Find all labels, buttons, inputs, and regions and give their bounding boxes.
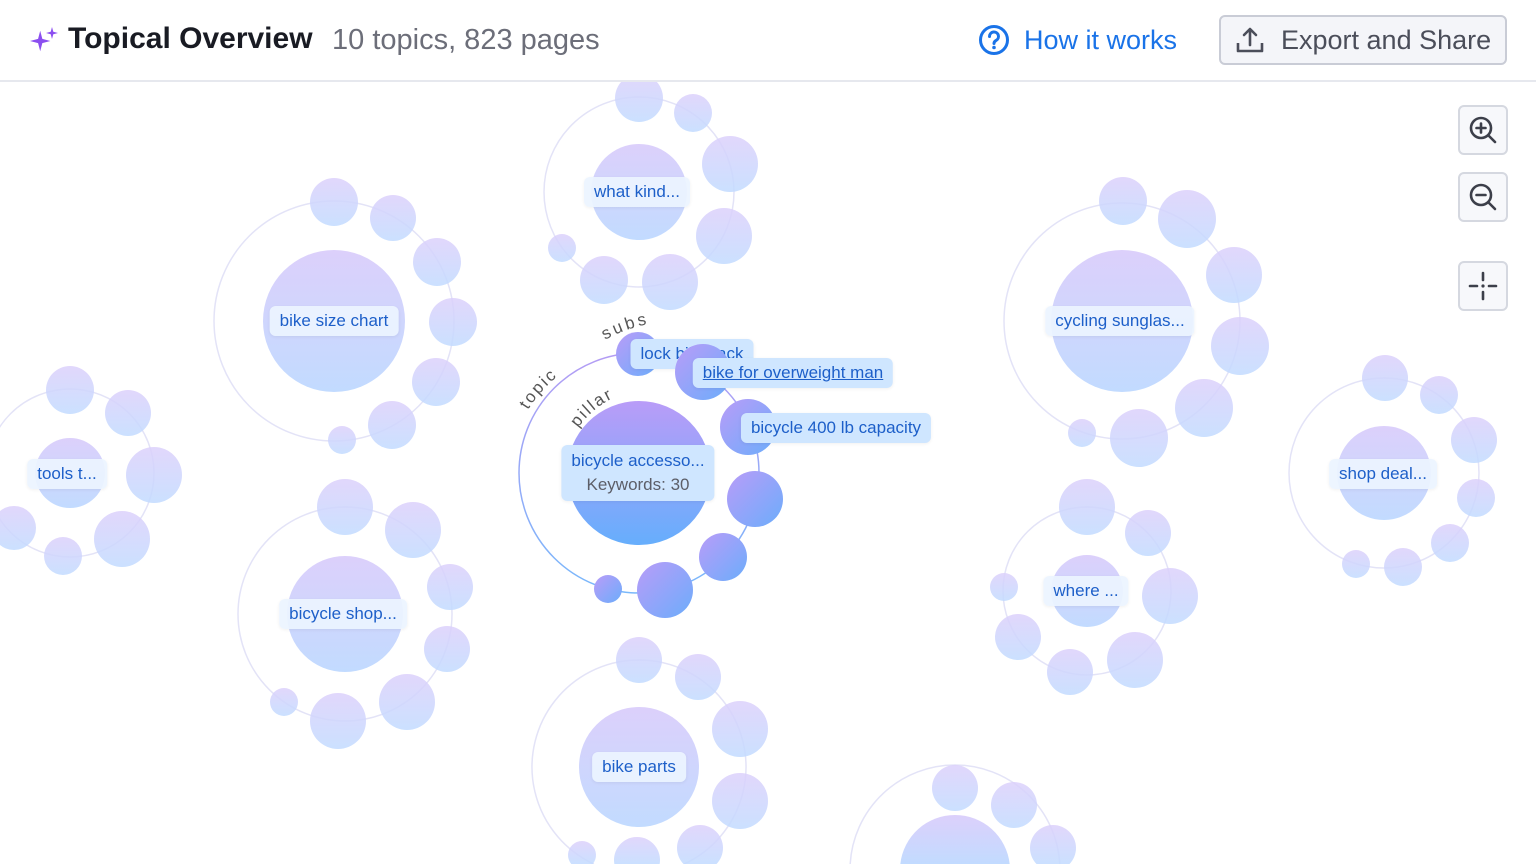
page-bubble[interactable]: [385, 502, 441, 558]
page-bubble[interactable]: [932, 765, 978, 811]
subtopic-label-hovered[interactable]: bike for overweight man: [692, 358, 894, 388]
page-bubble[interactable]: [1099, 177, 1147, 225]
page-bubble[interactable]: [1158, 190, 1216, 248]
page-bubble[interactable]: [1107, 632, 1163, 688]
page-bubble[interactable]: [702, 136, 758, 192]
page-bubble[interactable]: [427, 564, 473, 610]
page-bubble[interactable]: [1431, 524, 1469, 562]
page-bubble[interactable]: [46, 366, 94, 414]
page-title: Topical Overview: [68, 22, 313, 55]
subtopic-link[interactable]: bike for overweight man: [702, 363, 884, 382]
recenter-button[interactable]: [1458, 261, 1508, 311]
topic-label[interactable]: tools t...: [27, 459, 107, 489]
subtopic-bubble[interactable]: [699, 533, 747, 581]
page-bubble[interactable]: [1068, 419, 1096, 447]
page-bubble[interactable]: [0, 506, 36, 550]
page-bubble[interactable]: [1420, 376, 1458, 414]
page-bubble[interactable]: [615, 74, 663, 122]
topic-label[interactable]: bike parts: [592, 752, 686, 782]
how-it-works-link[interactable]: How it works: [978, 24, 1177, 56]
upload-icon: [1236, 27, 1264, 53]
page-bubble[interactable]: [429, 298, 477, 346]
page-bubble[interactable]: [712, 773, 768, 829]
page-bubble[interactable]: [1047, 649, 1093, 695]
page-bubble[interactable]: [548, 234, 576, 262]
page-bubble[interactable]: [328, 426, 356, 454]
keyword-count: Keywords: 30: [586, 475, 690, 494]
page-bubble[interactable]: [105, 390, 151, 436]
subtopic-bubble[interactable]: [727, 471, 783, 527]
page-bubble[interactable]: [995, 614, 1041, 660]
help-circle-icon: [979, 25, 1009, 55]
page-bubble[interactable]: [126, 447, 182, 503]
page-bubble[interactable]: [368, 401, 416, 449]
subtopic-label[interactable]: bicycle 400 lb capacity: [740, 413, 932, 443]
page-bubble[interactable]: [1451, 417, 1497, 463]
page-bubble[interactable]: [568, 841, 596, 864]
topic-label[interactable]: where ...: [1043, 576, 1129, 606]
page-bubble[interactable]: [675, 654, 721, 700]
page-bubble[interactable]: [696, 208, 752, 264]
page-bubble[interactable]: [712, 701, 768, 757]
page-bubble[interactable]: [1342, 550, 1370, 578]
page-bubble[interactable]: [1384, 548, 1422, 586]
topic-bubble[interactable]: [900, 814, 1010, 864]
subtopic-bubble[interactable]: [637, 562, 693, 618]
page-bubble[interactable]: [370, 195, 416, 241]
topic-ring: [849, 764, 1061, 864]
page-bubble[interactable]: [677, 825, 724, 864]
export-share-button[interactable]: Export and Share: [1219, 15, 1507, 65]
page-bubble[interactable]: [1175, 379, 1233, 437]
page-bubble[interactable]: [1110, 409, 1168, 467]
topic-label[interactable]: cycling sunglas...: [1045, 306, 1195, 336]
page-bubble[interactable]: [1457, 479, 1495, 517]
page-bubble[interactable]: [991, 782, 1037, 828]
page-bubble[interactable]: [270, 688, 298, 716]
page-bubble[interactable]: [1059, 479, 1115, 535]
page-bubble[interactable]: [1362, 355, 1408, 401]
page-bubble[interactable]: [1142, 568, 1198, 624]
export-share-label: Export and Share: [1281, 24, 1492, 55]
page-bubble[interactable]: [1211, 317, 1269, 375]
topic-label[interactable]: bicycle shop...: [279, 599, 407, 629]
topic-label[interactable]: shop deal...: [1329, 459, 1437, 489]
zoom-out-icon: [1469, 183, 1497, 211]
page-bubble[interactable]: [674, 94, 712, 132]
subtopic-bubble[interactable]: [594, 575, 622, 603]
page-summary: 10 topics, 823 pages: [332, 24, 600, 56]
page-bubble[interactable]: [317, 479, 373, 535]
active-topic-name: bicycle accesso...: [571, 451, 705, 470]
page-bubble[interactable]: [614, 836, 661, 864]
page-bubble[interactable]: [413, 238, 461, 286]
how-it-works-label: How it works: [1024, 24, 1178, 55]
page-bubble[interactable]: [1030, 825, 1076, 864]
recenter-icon: [1468, 271, 1498, 301]
topic-label[interactable]: what kind...: [584, 177, 690, 207]
page-bubble[interactable]: [310, 693, 366, 749]
page-bubble[interactable]: [1125, 510, 1171, 556]
page-bubble[interactable]: [412, 358, 460, 406]
page-bubble[interactable]: [44, 537, 82, 575]
page-bubble[interactable]: [580, 256, 628, 304]
page-bubble[interactable]: [424, 626, 470, 672]
page-bubble[interactable]: [1206, 247, 1262, 303]
page-bubble[interactable]: [642, 254, 698, 310]
zoom-in-icon: [1469, 116, 1497, 144]
header: Topical Overview 10 topics, 823 pages Ho…: [0, 0, 1536, 82]
zoom-in-button[interactable]: [1458, 105, 1508, 155]
zoom-out-button[interactable]: [1458, 172, 1508, 222]
page-bubble[interactable]: [94, 511, 150, 567]
page-bubble[interactable]: [310, 178, 358, 226]
page-bubble[interactable]: [990, 573, 1018, 601]
page-bubble[interactable]: [379, 674, 435, 730]
sparkle-icon: [30, 27, 58, 52]
active-topic-label[interactable]: bicycle accesso... Keywords: 30: [561, 445, 715, 501]
page-bubble[interactable]: [616, 637, 662, 683]
topic-label[interactable]: bike size chart: [269, 306, 399, 336]
